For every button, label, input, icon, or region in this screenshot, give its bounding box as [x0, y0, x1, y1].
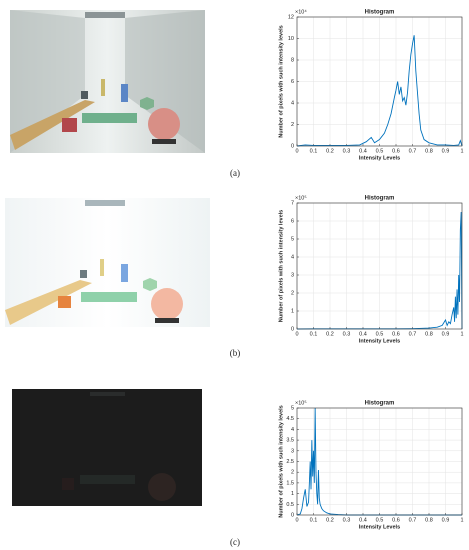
- y-tick-label: 4: [291, 100, 294, 106]
- panel-label: (b): [230, 348, 241, 358]
- y-tick-label: 3.5: [286, 438, 294, 444]
- y-tick-label: 12: [288, 14, 294, 20]
- x-tick-label: 0.2: [326, 331, 334, 337]
- y-tick-label: 3: [291, 448, 294, 454]
- y-tick-label: 4: [291, 254, 294, 260]
- y-tick-label: 8: [291, 57, 294, 63]
- chart-title: Histogram: [365, 196, 395, 202]
- x-tick-label: 1: [460, 331, 463, 337]
- x-tick-label: 0.2: [326, 148, 334, 154]
- y-tick-label: 1: [291, 308, 294, 314]
- x-tick-label: 0.4: [359, 148, 367, 154]
- y-tick-label: 2: [291, 290, 294, 296]
- panel-label: (c): [230, 537, 240, 547]
- y-multiplier: ×10⁴: [295, 8, 307, 15]
- x-tick-label: 0.1: [310, 331, 318, 337]
- y-axis-label: Number of pixels with such intensity lev…: [278, 210, 284, 322]
- x-tick-label: 0.6: [392, 517, 400, 523]
- x-tick-label: 0: [295, 148, 298, 154]
- plot-frame: [296, 16, 463, 147]
- chart-title: Histogram: [365, 10, 395, 16]
- x-tick-label: 0.9: [442, 517, 450, 523]
- y-tick-label: 4.5: [286, 416, 294, 422]
- x-axis-label: Intensity Levels: [359, 155, 400, 161]
- x-tick-label: 0.3: [343, 331, 351, 337]
- y-tick-label: 10: [288, 36, 294, 42]
- x-tick-label: 0.3: [343, 517, 351, 523]
- x-tick-label: 0.3: [343, 148, 351, 154]
- y-tick-label: 3: [291, 272, 294, 278]
- x-tick-label: 0.8: [425, 148, 433, 154]
- plot-frame: [296, 202, 463, 330]
- y-tick-label: 7: [291, 200, 294, 206]
- y-tick-label: 0.5: [286, 502, 294, 508]
- photo-b: [5, 198, 210, 327]
- y-tick-label: 6: [291, 218, 294, 224]
- x-tick-label: 1: [460, 517, 463, 523]
- x-tick-label: 0.2: [326, 517, 334, 523]
- y-tick-label: 0: [291, 512, 294, 518]
- x-axis-label: Intensity Levels: [359, 524, 400, 530]
- x-tick-label: 0.9: [442, 331, 450, 337]
- panel-label: (a): [230, 168, 240, 178]
- y-tick-label: 2.5: [286, 459, 294, 465]
- y-multiplier: ×10⁵: [295, 194, 307, 201]
- x-tick-label: 0: [295, 331, 298, 337]
- x-tick-label: 0.1: [310, 148, 318, 154]
- y-tick-label: 2: [291, 470, 294, 476]
- x-tick-label: 0.1: [310, 517, 318, 523]
- x-tick-label: 0.5: [376, 517, 384, 523]
- x-tick-label: 0.7: [409, 517, 417, 523]
- y-tick-label: 2: [291, 122, 294, 128]
- x-tick-label: 0.4: [359, 331, 367, 337]
- x-tick-label: 0.8: [425, 517, 433, 523]
- y-axis-label: Number of pixels with such intensity lev…: [278, 25, 284, 137]
- y-axis-label: Number of pixels with such intensity lev…: [278, 405, 284, 517]
- y-tick-label: 1: [291, 491, 294, 497]
- y-tick-label: 1.5: [286, 480, 294, 486]
- x-tick-label: 0.4: [359, 517, 367, 523]
- y-tick-label: 0: [291, 326, 294, 332]
- x-tick-label: 0.5: [376, 148, 384, 154]
- x-tick-label: 0.5: [376, 331, 384, 337]
- x-axis-label: Intensity Levels: [359, 338, 400, 344]
- y-tick-label: 5: [291, 405, 294, 411]
- x-tick-label: 0.7: [409, 331, 417, 337]
- x-tick-label: 0: [295, 517, 298, 523]
- chart-title: Histogram: [365, 401, 395, 407]
- y-tick-label: 6: [291, 79, 294, 85]
- x-tick-label: 0.9: [442, 148, 450, 154]
- x-tick-label: 0.7: [409, 148, 417, 154]
- x-tick-label: 0.8: [425, 331, 433, 337]
- y-tick-label: 4: [291, 427, 294, 433]
- histogram-line: [296, 35, 463, 147]
- x-tick-label: 1: [460, 148, 463, 154]
- y-tick-label: 0: [291, 143, 294, 149]
- photo-a: [10, 10, 205, 153]
- y-multiplier: ×10⁵: [295, 399, 307, 406]
- x-tick-label: 0.6: [392, 331, 400, 337]
- photo-c: [12, 389, 202, 506]
- y-tick-label: 5: [291, 236, 294, 242]
- plot-frame: [296, 407, 463, 516]
- x-tick-label: 0.6: [392, 148, 400, 154]
